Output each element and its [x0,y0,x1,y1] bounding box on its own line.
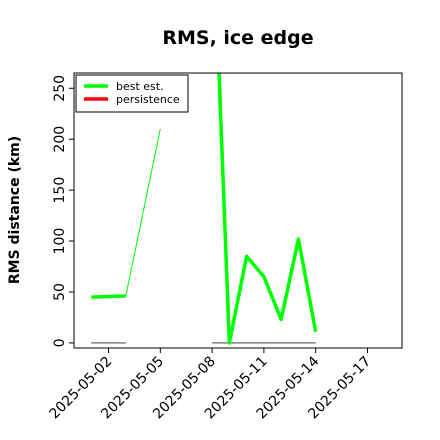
y-tick-label: 250 [52,75,68,102]
y-tick-label: 200 [52,126,68,153]
series-line-best-est-2 [217,73,318,345]
y-tick-label: 150 [52,177,68,204]
series-line-best-est [91,294,126,299]
legend-label: persistence [116,93,180,106]
series-connector-best-est [125,128,161,297]
y-tick-label: 50 [52,283,68,301]
y-axis-label: RMS distance (km) [7,136,23,284]
plot-frame [73,72,403,349]
legend-label: best est. [116,80,164,93]
y-tick-label: 100 [52,228,68,255]
legend-box [75,74,189,113]
chart-title: RMS, ice edge [162,27,313,49]
y-tick-label: 0 [52,338,68,347]
